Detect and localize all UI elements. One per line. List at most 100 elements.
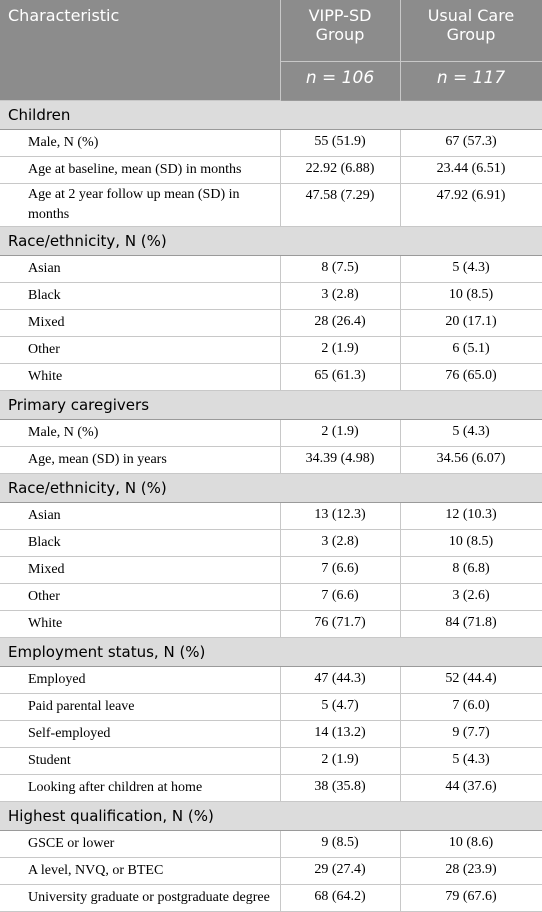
data-row: White 65 (61.3) 76 (65.0) (0, 363, 542, 391)
value-cell: 5 (4.3) (400, 747, 542, 775)
row-label: Self-employed (0, 720, 281, 748)
row-label: Looking after children at home (0, 774, 281, 802)
header-cell: Usual Care Group (400, 0, 542, 62)
data-row: Student 2 (1.9) 5 (4.3) (0, 747, 542, 775)
data-row: Age at 2 year follow up mean (SD) in mon… (0, 183, 542, 227)
section-row: Primary caregivers (0, 390, 542, 420)
value-cell: 10 (8.5) (400, 282, 542, 310)
data-row: Other 7 (6.6) 3 (2.6) (0, 583, 542, 611)
value-cell: 5 (4.7) (280, 693, 401, 721)
row-label: Other (0, 336, 281, 364)
value-cell: 28 (26.4) (280, 309, 401, 337)
row-label: Male, N (%) (0, 129, 281, 157)
value-cell: 47.92 (6.91) (400, 183, 542, 227)
value-cell: 10 (8.5) (400, 529, 542, 557)
row-label: Mixed (0, 556, 281, 584)
row-label: Employed (0, 666, 281, 694)
section-title: Children (0, 100, 542, 130)
value-cell: 8 (7.5) (280, 255, 401, 283)
value-cell: 6 (5.1) (400, 336, 542, 364)
row-label: Age at 2 year follow up mean (SD) in mon… (0, 183, 281, 227)
data-row: Age at baseline, mean (SD) in months 22.9… (0, 156, 542, 184)
row-label: Asian (0, 255, 281, 283)
row-label: Age at baseline, mean (SD) in months (0, 156, 281, 184)
value-cell: 29 (27.4) (280, 857, 401, 885)
data-row: Looking after children at home 38 (35.8) 4… (0, 774, 542, 802)
value-cell: 9 (7.7) (400, 720, 542, 748)
section-title: Highest qualification, N (%) (0, 801, 542, 831)
value-cell: 12 (10.3) (400, 502, 542, 530)
value-cell: 14 (13.2) (280, 720, 401, 748)
data-row: Black 3 (2.8) 10 (8.5) (0, 282, 542, 310)
row-label: A level, NVQ, or BTEC (0, 857, 281, 885)
row-label: University graduate or postgraduate degr… (0, 884, 281, 912)
value-cell: 47 (44.3) (280, 666, 401, 694)
row-label: Black (0, 282, 281, 310)
row-label: White (0, 610, 281, 638)
data-row: Asian 8 (7.5) 5 (4.3) (0, 255, 542, 283)
value-cell: 55 (51.9) (280, 129, 401, 157)
data-row: Self-employed 14 (13.2) 9 (7.7) (0, 720, 542, 748)
value-cell: 3 (2.8) (280, 282, 401, 310)
value-cell: 7 (6.6) (280, 556, 401, 584)
section-row: Employment status, N (%) (0, 637, 542, 667)
data-row: Asian 13 (12.3) 12 (10.3) (0, 502, 542, 530)
table-header: Characteristic VIPP-SD Group Usual Care … (0, 0, 542, 101)
row-label: Mixed (0, 309, 281, 337)
data-row: Paid parental leave 5 (4.7) 7 (6.0) (0, 693, 542, 721)
value-cell: 67 (57.3) (400, 129, 542, 157)
data-row: A level, NVQ, or BTEC 29 (27.4) 28 (23.9) (0, 857, 542, 885)
value-cell: 79 (67.6) (400, 884, 542, 912)
value-cell: 10 (8.6) (400, 830, 542, 858)
row-label: Asian (0, 502, 281, 530)
row-label: Male, N (%) (0, 419, 281, 447)
value-cell: 76 (65.0) (400, 363, 542, 391)
section-row: Race/ethnicity, N (%) (0, 226, 542, 256)
value-cell: 20 (17.1) (400, 309, 542, 337)
data-row: University graduate or postgraduate degr… (0, 884, 542, 912)
value-cell: 52 (44.4) (400, 666, 542, 694)
value-cell: 68 (64.2) (280, 884, 401, 912)
value-cell: 13 (12.3) (280, 502, 401, 530)
section-row: Race/ethnicity, N (%) (0, 473, 542, 503)
data-row: Other 2 (1.9) 6 (5.1) (0, 336, 542, 364)
value-cell: 5 (4.3) (400, 255, 542, 283)
data-row: GSCE or lower 9 (8.5) 10 (8.6) (0, 830, 542, 858)
value-cell: 9 (8.5) (280, 830, 401, 858)
value-cell: 44 (37.6) (400, 774, 542, 802)
value-cell: 3 (2.6) (400, 583, 542, 611)
value-cell: 65 (61.3) (280, 363, 401, 391)
value-cell: 47.58 (7.29) (280, 183, 401, 227)
section-title: Primary caregivers (0, 390, 542, 420)
value-cell: 28 (23.9) (400, 857, 542, 885)
value-cell: 34.56 (6.07) (400, 446, 542, 474)
data-row: Age, mean (SD) in years 34.39 (4.98) 34.56… (0, 446, 542, 474)
table-body: Children Male, N (%) 55 (51.9) 67 (57.3) Age… (0, 100, 542, 912)
data-row: Mixed 7 (6.6) 8 (6.8) (0, 556, 542, 584)
value-cell: 2 (1.9) (280, 419, 401, 447)
value-cell: 23.44 (6.51) (400, 156, 542, 184)
value-cell: 38 (35.8) (280, 774, 401, 802)
row-label: GSCE or lower (0, 830, 281, 858)
row-label: Student (0, 747, 281, 775)
value-cell: 2 (1.9) (280, 336, 401, 364)
value-cell: 5 (4.3) (400, 419, 542, 447)
subheader-cell: n = 106 (280, 61, 401, 101)
data-row: Black 3 (2.8) 10 (8.5) (0, 529, 542, 557)
header-cell: VIPP-SD Group (280, 0, 401, 62)
header-cell: Characteristic (0, 0, 281, 101)
row-label: Paid parental leave (0, 693, 281, 721)
value-cell: 3 (2.8) (280, 529, 401, 557)
section-title: Race/ethnicity, N (%) (0, 226, 542, 256)
row-label: Other (0, 583, 281, 611)
section-title: Employment status, N (%) (0, 637, 542, 667)
section-row: Children (0, 100, 542, 130)
data-row: White 76 (71.7) 84 (71.8) (0, 610, 542, 638)
row-label: White (0, 363, 281, 391)
value-cell: 8 (6.8) (400, 556, 542, 584)
section-title: Race/ethnicity, N (%) (0, 473, 542, 503)
data-row: Employed 47 (44.3) 52 (44.4) (0, 666, 542, 694)
value-cell: 84 (71.8) (400, 610, 542, 638)
